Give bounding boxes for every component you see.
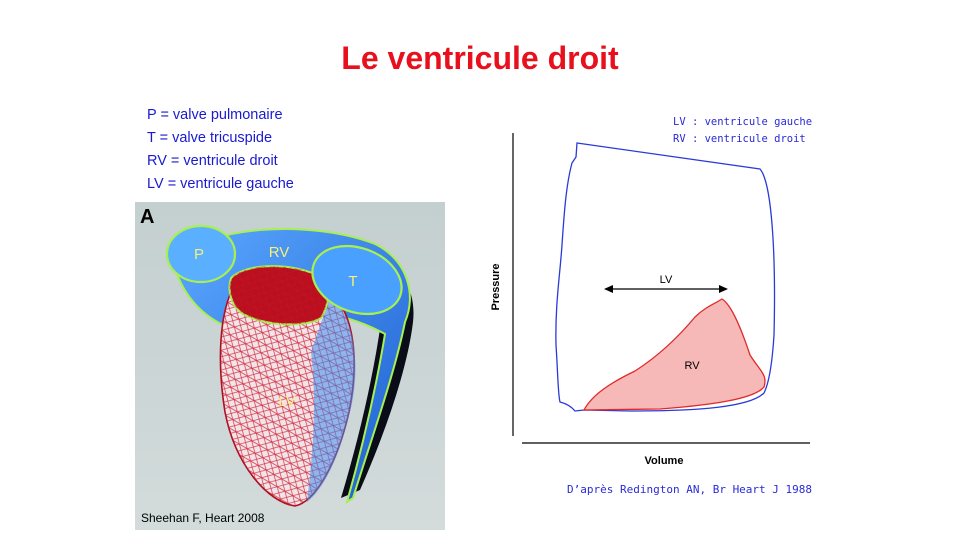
pv-legend-lv: LV : ventricule gauche (673, 116, 813, 128)
pv-legend-rv: RV : ventricule droit (673, 133, 806, 145)
outflow-mesh (229, 266, 328, 325)
heart-3d-figure: P RV T LV A Sheehan F, Heart 2008 (135, 202, 445, 530)
figure-credit: Sheehan F, Heart 2008 (141, 511, 265, 525)
x-axis-label: Volume (645, 455, 684, 467)
rv-pressure-volume-loop (582, 298, 766, 411)
lv-arrow-left-head (604, 285, 613, 293)
rv-loop-label: RV (684, 360, 700, 372)
label-t: T (348, 273, 357, 290)
slide-title: Le ventricule droit (341, 40, 619, 76)
abbreviation-legend: P = valve pulmonaire T = valve tricuspid… (147, 104, 294, 196)
label-rv: RV (269, 244, 290, 261)
pv-chart-legend: LV : ventricule gauche RV : ventricule d… (673, 114, 812, 148)
lv-loop-label: LV (660, 274, 673, 286)
label-lv: LV (278, 393, 295, 410)
pulmonary-valve (165, 224, 237, 284)
pressure-volume-diagram: Pressure Volume LV RV (490, 133, 810, 467)
legend-item-t: T = valve tricuspide (147, 130, 273, 146)
panel-letter: A (140, 206, 155, 228)
tricuspid-valve (311, 244, 403, 316)
lv-pressure-volume-loop (555, 142, 776, 412)
legend-item-lv: LV = ventricule gauche (147, 176, 294, 192)
y-axis-label: Pressure (490, 263, 502, 310)
label-p: P (194, 246, 204, 263)
septal-overlay (307, 294, 356, 502)
pv-chart-source: D’après Redington AN, Br Heart J 1988 (567, 483, 813, 496)
lv-arrow-right-head (719, 285, 728, 293)
heart-illustration: P RV T LV (165, 224, 414, 507)
legend-item-p: P = valve pulmonaire (147, 107, 283, 123)
legend-item-rv: RV = ventricule droit (147, 153, 278, 169)
